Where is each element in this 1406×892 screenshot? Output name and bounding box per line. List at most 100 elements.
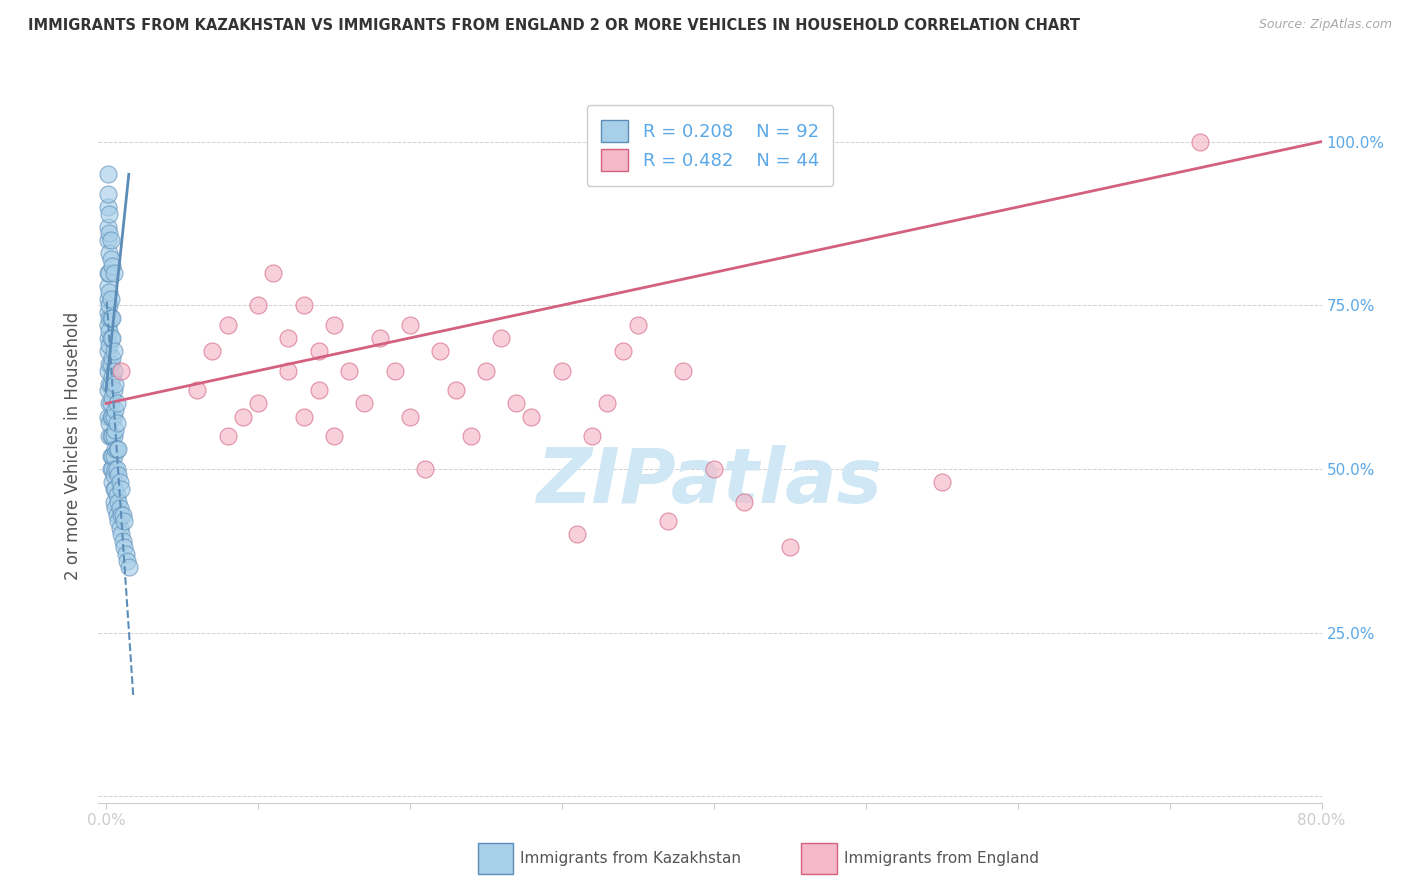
Point	[104, 376, 127, 391]
Point	[98, 376, 121, 391]
Point	[98, 337, 121, 351]
Point	[105, 488, 128, 502]
Point	[779, 541, 801, 555]
Point	[101, 351, 124, 365]
Point	[703, 462, 725, 476]
Point	[104, 423, 127, 437]
Point	[444, 384, 467, 398]
Point	[100, 233, 122, 247]
Point	[277, 331, 299, 345]
Point	[100, 357, 122, 371]
Point	[114, 547, 136, 561]
Point	[96, 292, 118, 306]
Point	[96, 344, 118, 359]
Point	[733, 494, 755, 508]
Point	[98, 325, 121, 339]
Point	[96, 219, 118, 234]
Point	[101, 390, 124, 404]
Point	[103, 449, 125, 463]
Point	[308, 384, 330, 398]
Point	[110, 482, 132, 496]
Point	[107, 494, 129, 508]
Point	[108, 521, 131, 535]
Point	[100, 409, 122, 424]
Point	[98, 416, 121, 430]
Text: IMMIGRANTS FROM KAZAKHSTAN VS IMMIGRANTS FROM ENGLAND 2 OR MORE VEHICLES IN HOUS: IMMIGRANTS FROM KAZAKHSTAN VS IMMIGRANTS…	[28, 18, 1080, 33]
Point	[657, 514, 679, 528]
Point	[96, 384, 118, 398]
Point	[96, 167, 118, 181]
Point	[101, 429, 124, 443]
Point	[489, 331, 512, 345]
Point	[110, 508, 132, 522]
Point	[98, 245, 121, 260]
Point	[103, 384, 125, 398]
Point	[96, 409, 118, 424]
Text: ZIPatlas: ZIPatlas	[537, 445, 883, 518]
Point	[520, 409, 543, 424]
Point	[96, 331, 118, 345]
Point	[107, 514, 129, 528]
Point	[111, 508, 134, 522]
Point	[98, 429, 121, 443]
Point	[117, 553, 139, 567]
Point	[101, 370, 124, 384]
Point	[1189, 135, 1212, 149]
Point	[112, 514, 135, 528]
Point	[98, 266, 121, 280]
Point	[201, 344, 224, 359]
Point	[98, 206, 121, 220]
Point	[292, 409, 315, 424]
Point	[100, 331, 122, 345]
Point	[110, 364, 132, 378]
Point	[101, 475, 124, 489]
Point	[100, 376, 122, 391]
Point	[104, 442, 127, 457]
Text: Immigrants from Kazakhstan: Immigrants from Kazakhstan	[520, 852, 741, 866]
Point	[384, 364, 406, 378]
Point	[107, 468, 129, 483]
Point	[110, 527, 132, 541]
Point	[186, 384, 208, 398]
Point	[103, 344, 125, 359]
Point	[104, 462, 127, 476]
Point	[103, 409, 125, 424]
Point	[104, 482, 127, 496]
Point	[108, 501, 131, 516]
Point	[565, 527, 588, 541]
Point	[96, 278, 118, 293]
Point	[429, 344, 451, 359]
Point	[460, 429, 482, 443]
Point	[100, 396, 122, 410]
Point	[105, 462, 128, 476]
Point	[353, 396, 375, 410]
Point	[104, 403, 127, 417]
Point	[103, 429, 125, 443]
Legend: R = 0.208    N = 92, R = 0.482    N = 44: R = 0.208 N = 92, R = 0.482 N = 44	[586, 105, 834, 186]
Point	[308, 344, 330, 359]
Point	[277, 364, 299, 378]
Point	[262, 266, 284, 280]
Point	[475, 364, 498, 378]
Point	[103, 364, 125, 378]
Point	[217, 429, 239, 443]
Point	[337, 364, 360, 378]
Point	[323, 318, 346, 332]
Point	[103, 494, 125, 508]
Point	[107, 442, 129, 457]
Point	[551, 364, 574, 378]
Point	[505, 396, 527, 410]
Point	[931, 475, 953, 489]
Point	[413, 462, 436, 476]
Point	[105, 396, 128, 410]
Point	[104, 501, 127, 516]
Point	[118, 560, 141, 574]
Point	[399, 318, 422, 332]
Point	[100, 252, 122, 267]
Point	[96, 233, 118, 247]
Point	[101, 409, 124, 424]
Point	[627, 318, 650, 332]
Point	[112, 541, 135, 555]
Point	[103, 482, 125, 496]
Point	[246, 396, 269, 410]
